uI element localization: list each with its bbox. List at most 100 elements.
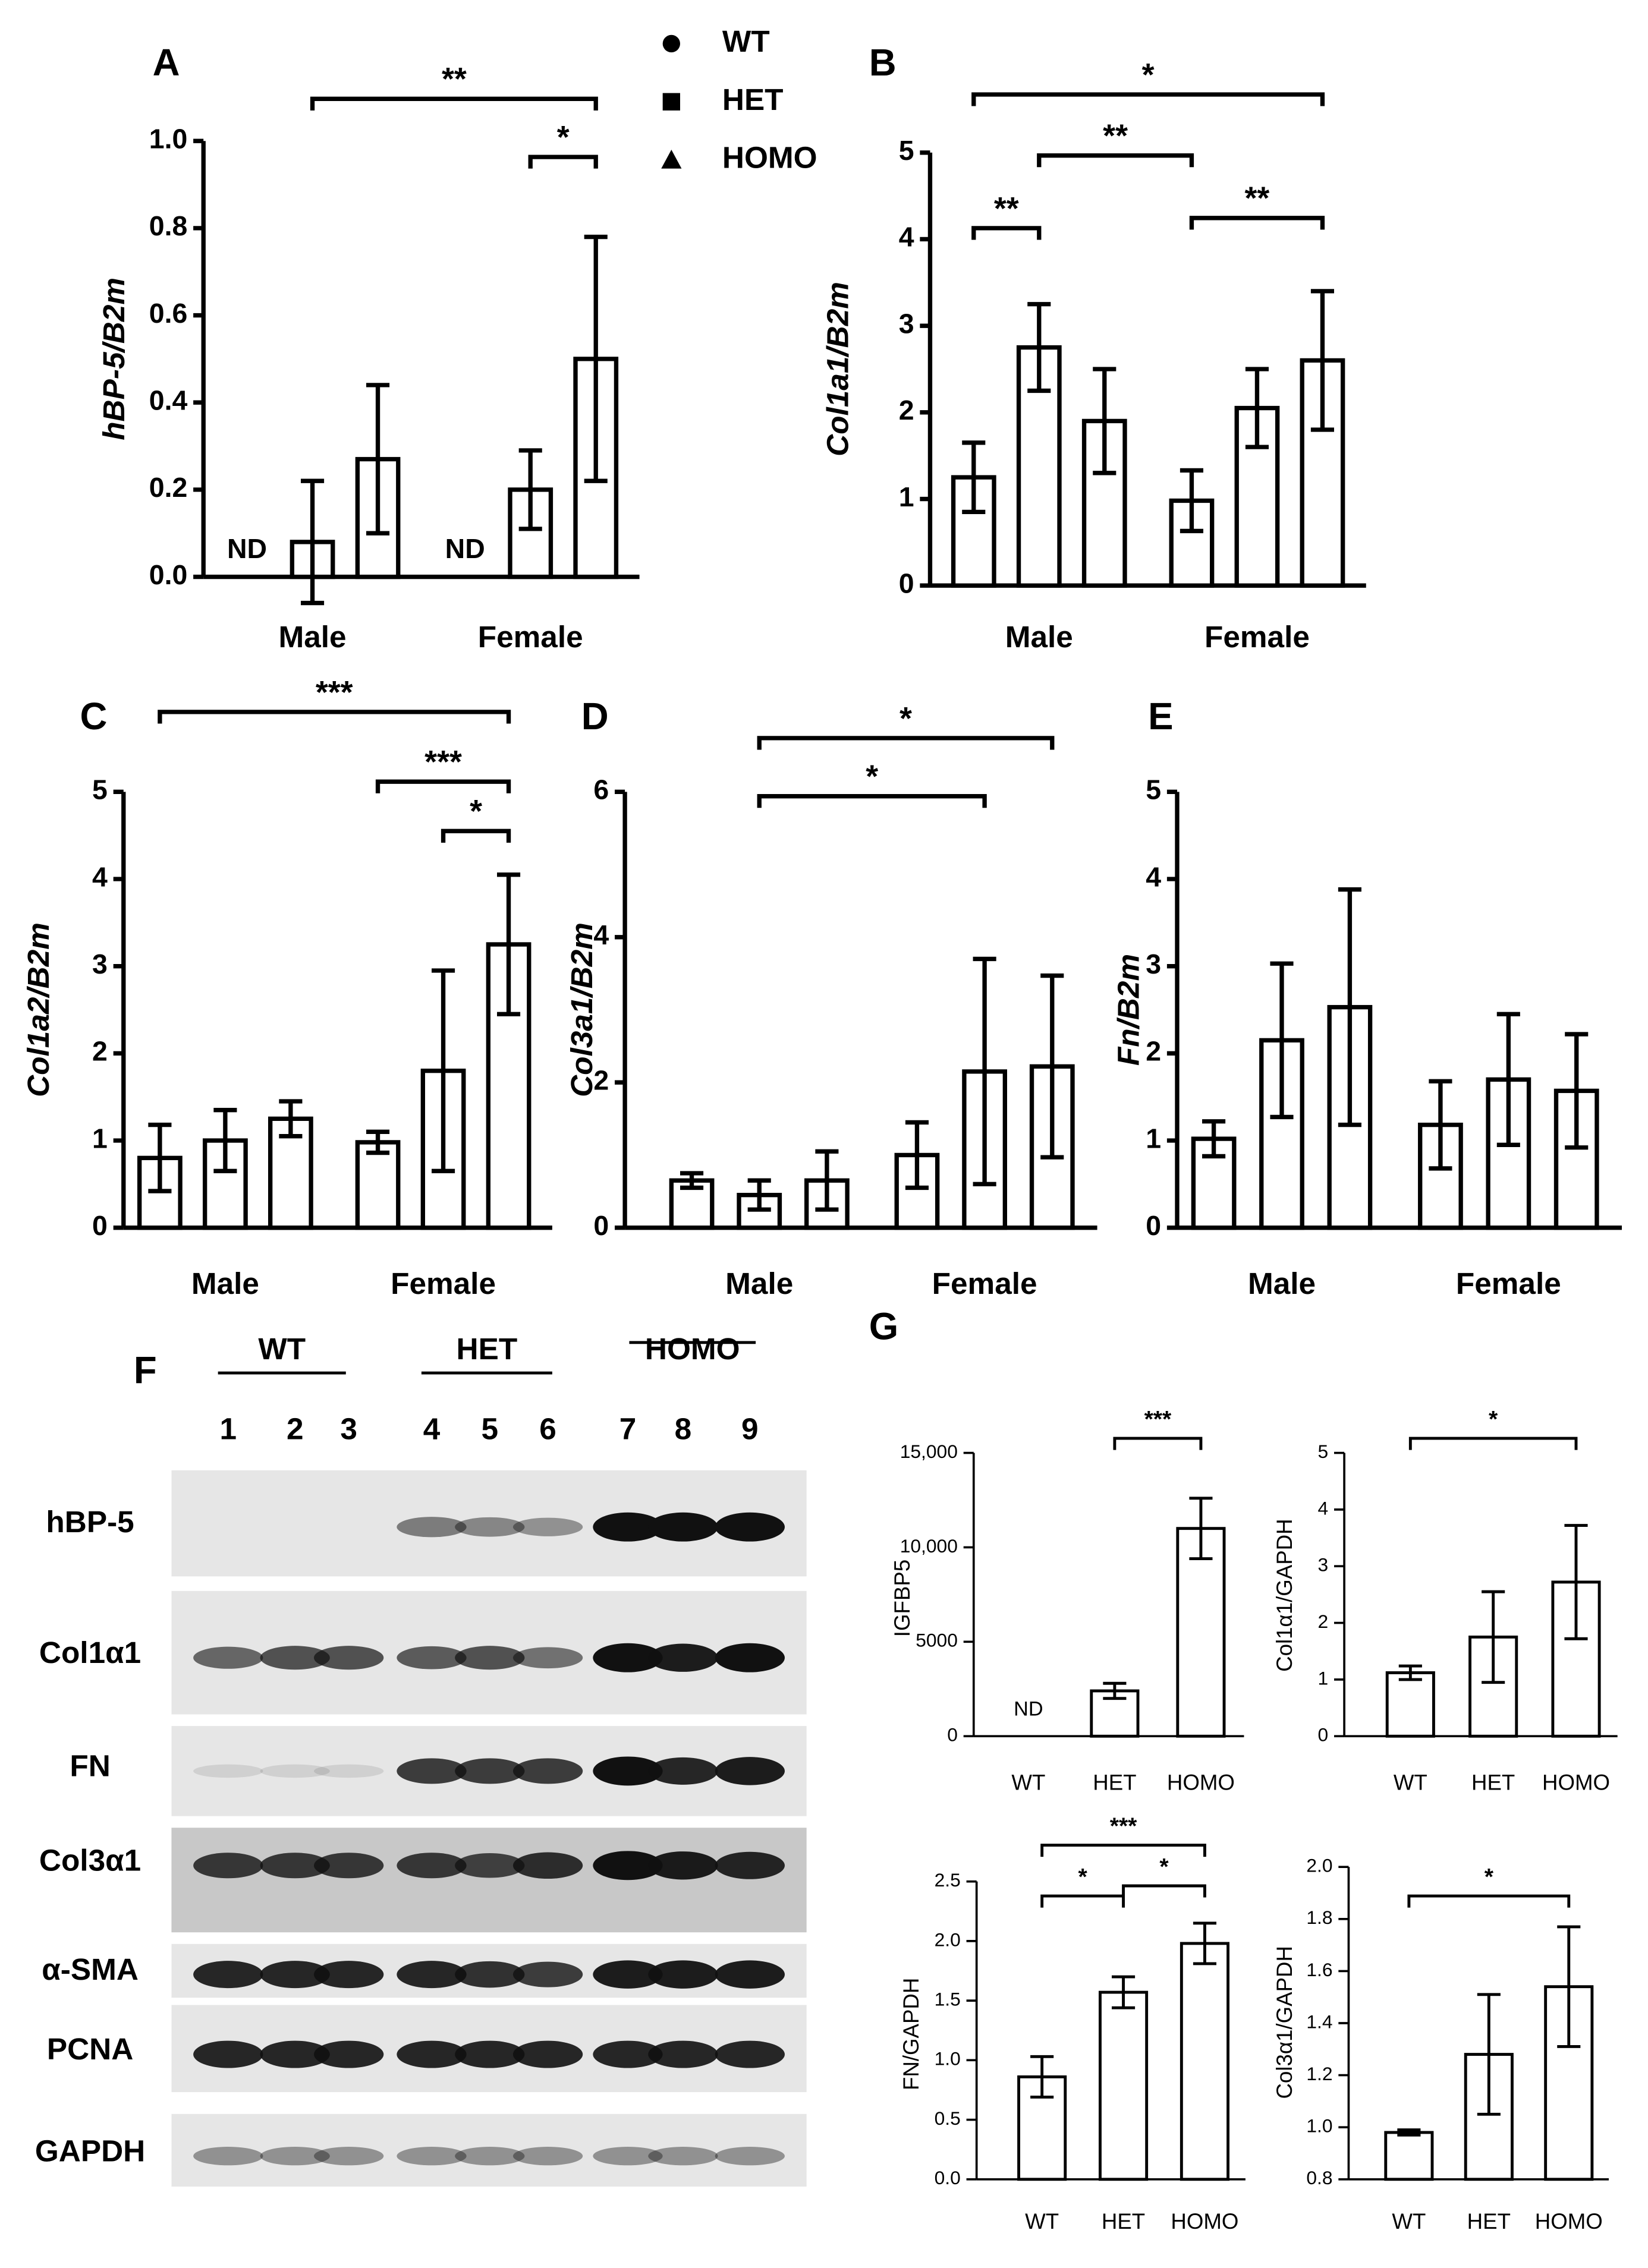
y-axis-label: Fn/B2m: [1111, 954, 1145, 1066]
y-tick-label: 1.0: [935, 2048, 961, 2069]
y-tick-label: 0.4: [149, 385, 188, 415]
y-tick-label: 1: [1146, 1123, 1161, 1154]
blot-band: [260, 1646, 330, 1670]
error-bar: [1310, 289, 1334, 432]
y-tick-label: 5: [92, 774, 108, 805]
row-label: hBP-5: [46, 1505, 134, 1539]
y-tick-label: 0: [1146, 1210, 1161, 1241]
blot-band: [260, 2040, 330, 2068]
significance-label: *: [1078, 1864, 1087, 1890]
y-tick-label: 3: [92, 949, 108, 979]
blot-band: [193, 1853, 263, 1879]
lane-label: 8: [675, 1412, 692, 1445]
error-bar: [1202, 1119, 1226, 1159]
blot-band: [715, 1757, 785, 1785]
blot-band: [512, 1647, 583, 1669]
blot-band: [512, 2147, 583, 2166]
row-label: PCNA: [47, 2032, 133, 2066]
x-tick-label: Male: [278, 620, 346, 654]
x-tick-label: Male: [1248, 1267, 1316, 1300]
error-bar: [1397, 2128, 1421, 2137]
value-label: ND: [1014, 1697, 1043, 1720]
y-tick-label: 2: [1318, 1611, 1329, 1632]
y-axis-label: Col3α1/GAPDH: [1272, 1946, 1297, 2099]
significance-label: ***: [1144, 1407, 1172, 1432]
x-tick-label: WT: [1392, 2209, 1426, 2234]
error-bar: [1477, 1993, 1501, 2116]
blot-band: [593, 1643, 663, 1672]
y-tick-label: 5: [1146, 774, 1161, 805]
error-bar: [1398, 1664, 1422, 1681]
bar: [1099, 1990, 1149, 2181]
blot-band: [593, 2040, 663, 2068]
error-bar: [301, 478, 325, 606]
blot-band: [648, 1757, 718, 1785]
y-tick-label: 4: [899, 222, 914, 253]
y-tick-label: 4: [1318, 1497, 1329, 1519]
lane-label: 6: [539, 1412, 556, 1445]
significance-label: *: [900, 701, 912, 736]
y-axis-label: hBP-5/B2m: [97, 278, 131, 440]
y-tick-label: 6: [593, 774, 609, 805]
y-tick-label: 0: [947, 1724, 958, 1746]
blot-band: [455, 2040, 525, 2068]
x-tick-label: Male: [191, 1267, 259, 1300]
y-tick-label: 2.5: [935, 1869, 961, 1891]
blot-band: [715, 1512, 785, 1542]
error-bar: [432, 968, 455, 1174]
significance-bracket: [971, 226, 1042, 240]
blot-band: [260, 1961, 330, 1989]
y-tick-label: 4: [593, 919, 609, 950]
x-tick-label: Female: [932, 1267, 1037, 1300]
y-tick-label: 2: [1146, 1036, 1161, 1067]
y-tick-label: 2: [899, 395, 914, 426]
error-bar: [366, 1129, 390, 1155]
x-tick-label: Female: [391, 1267, 496, 1300]
blot-band: [512, 1852, 583, 1879]
blot-band: [193, 2040, 263, 2068]
error-bar: [1429, 1079, 1452, 1171]
y-tick-label: 0.6: [149, 298, 188, 329]
x-tick-label: Male: [725, 1267, 793, 1300]
x-tick-label: HET: [1467, 2209, 1511, 2234]
blot-band: [648, 1512, 718, 1542]
significance-label: **: [1103, 118, 1128, 154]
blot-band: [455, 2147, 525, 2166]
blot-band: [512, 2040, 583, 2068]
x-tick-label: WT: [1394, 1771, 1427, 1795]
bar: [1384, 2131, 1434, 2181]
y-tick-label: 2.0: [935, 1929, 961, 1950]
row-label: FN: [70, 1749, 110, 1783]
y-tick-label: 3: [899, 308, 914, 339]
panel-label: B: [869, 42, 897, 84]
significance-bracket: [1189, 216, 1325, 230]
x-tick-label: WT: [1011, 1771, 1045, 1795]
significance-bracket: [310, 96, 598, 111]
lane-label: 4: [423, 1412, 441, 1445]
y-tick-label: 4: [92, 861, 108, 892]
y-tick-label: 2.0: [1306, 1855, 1332, 1876]
y-tick-label: 3: [1318, 1554, 1329, 1576]
blot-band: [593, 1756, 663, 1786]
y-tick-label: 0.5: [935, 2108, 961, 2129]
y-tick-label: 0.0: [149, 559, 188, 590]
row-label: α-SMA: [42, 1952, 139, 1986]
blot-band: [593, 1960, 663, 1989]
y-tick-label: 1: [899, 481, 914, 512]
x-tick-label: HET: [1093, 1771, 1136, 1795]
group-label: WT: [258, 1332, 306, 1366]
panel-label: E: [1148, 695, 1173, 738]
blot-band: [715, 1643, 785, 1672]
blot-band: [314, 1646, 384, 1670]
y-axis-label: Col1a1/B2m: [820, 282, 854, 456]
significance-label: ***: [424, 744, 462, 780]
blot-band: [455, 1646, 525, 1670]
legend-label: HOMO: [722, 141, 817, 175]
y-tick-label: 1.0: [1306, 2115, 1332, 2137]
panel-label: C: [80, 695, 107, 738]
y-tick-label: 0: [593, 1210, 609, 1241]
bar: [1385, 1671, 1435, 1738]
significance-label: *: [470, 793, 482, 829]
y-tick-label: 5: [1318, 1441, 1329, 1462]
